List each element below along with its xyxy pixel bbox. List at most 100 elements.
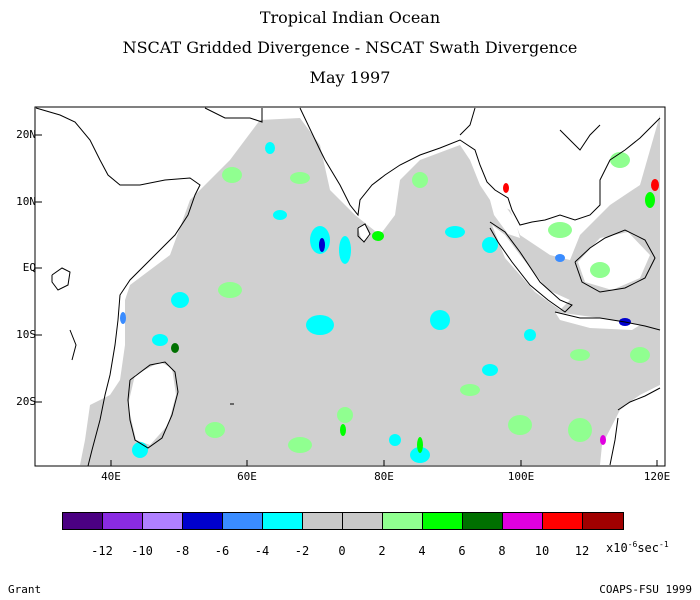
colorbar-tick-label: -12 (91, 544, 113, 558)
cyan-patch (430, 310, 450, 330)
sumatra-land (492, 225, 570, 310)
cyan-patch (410, 447, 430, 463)
green-patch (340, 424, 346, 436)
dark-green-patch (171, 343, 179, 353)
colorbar-tick-label: 12 (574, 544, 590, 558)
light-green-patch (205, 422, 225, 438)
ocean-field (80, 115, 660, 465)
coastlines (35, 107, 661, 467)
units-exp2: -1 (659, 540, 669, 549)
units-exp1: -6 (627, 540, 638, 549)
colorbar-swatch (263, 513, 303, 529)
units-prefix: x10 (606, 541, 628, 555)
colorbar-swatch (423, 513, 463, 529)
light-green-patch (222, 167, 242, 183)
title-line-3: May 1997 (309, 68, 391, 87)
colorbar-tick-label: 2 (378, 544, 386, 558)
light-green-patch (218, 282, 242, 298)
green-patch (372, 231, 384, 241)
malay-peninsula-land (490, 198, 520, 238)
colorbar-swatch (103, 513, 143, 529)
colorbar-tick-label: -10 (131, 544, 153, 558)
axis-ticks (35, 134, 658, 466)
light-green-patch (590, 262, 610, 278)
light-green-patch (548, 222, 572, 238)
light-green-patch (337, 407, 353, 423)
units-mid: sec (637, 541, 660, 555)
cyan-patch (482, 237, 498, 253)
colorbar-swatch (303, 513, 343, 529)
colorbar-tick-label: -6 (214, 544, 230, 558)
java-land (555, 312, 640, 330)
anomaly-patches (120, 142, 659, 463)
title-line-2: NSCAT Gridded Divergence - NSCAT Swath D… (122, 38, 578, 57)
madagascar-land (128, 362, 176, 445)
colorbar (62, 512, 624, 530)
colorbar-swatch (223, 513, 263, 529)
cyan-patch (171, 292, 189, 308)
blue-patch (120, 312, 126, 324)
y-label-eq: EQ (22, 261, 36, 274)
x-label-80e: 80E (374, 470, 394, 483)
light-green-patch (508, 415, 532, 435)
x-label-100e: 100E (507, 470, 535, 483)
x-label-40e: 40E (101, 470, 121, 483)
light-green-patch (460, 384, 480, 396)
light-green-patch (412, 172, 428, 188)
colorbar-swatch (343, 513, 383, 529)
cyan-patch (152, 334, 168, 346)
colorbar-tick-label: -4 (254, 544, 270, 558)
colorbar-swatch (63, 513, 103, 529)
x-label-60e: 60E (237, 470, 257, 483)
blue-patch (319, 238, 325, 252)
colorbar-tick-label: -8 (174, 544, 190, 558)
cyan-patch (265, 142, 275, 154)
y-label-20n: 20N (16, 128, 36, 141)
colorbar-tick-label: 6 (458, 544, 466, 558)
x-label-120e: 120E (643, 470, 671, 483)
green-patch (645, 192, 655, 208)
credit-label: COAPS-FSU 1999 (599, 583, 692, 596)
cyan-patch (445, 226, 465, 238)
colorbar-tick-label: -2 (294, 544, 310, 558)
cyan-patch (273, 210, 287, 220)
colorbar-swatch (503, 513, 543, 529)
author-label: Grant (8, 583, 42, 596)
y-label-10s: 10S (16, 328, 36, 341)
plot-frame (34, 106, 666, 467)
light-green-patch (568, 418, 592, 442)
y-label-20s: 20S (16, 395, 36, 408)
colorbar-tick-label: 10 (534, 544, 550, 558)
colorbar-swatch (543, 513, 583, 529)
colorbar-swatch (143, 513, 183, 529)
light-green-patch (570, 349, 590, 361)
australia-land (600, 385, 660, 465)
green-patch (417, 437, 423, 453)
red-patch (503, 183, 509, 193)
colorbar-swatch (583, 513, 623, 529)
cyan-patch (389, 434, 401, 446)
blue-patch (555, 254, 565, 262)
colorbar-tick-label: 8 (498, 544, 506, 558)
land-masks (128, 198, 660, 465)
colorbar-swatch (383, 513, 423, 529)
magenta-patch (600, 435, 606, 445)
light-green-patch (290, 172, 310, 184)
colorbar-tick-label: 4 (418, 544, 426, 558)
title-line-1: Tropical Indian Ocean (259, 8, 441, 27)
cyan-patch (524, 329, 536, 341)
light-green-patch (288, 437, 312, 453)
cyan-patch (482, 364, 498, 376)
units-label: x10-6sec-1 (606, 540, 669, 555)
cyan-patch (132, 442, 148, 458)
red-patch (651, 179, 659, 191)
colorbar-swatch (463, 513, 503, 529)
y-label-10n: 10N (16, 195, 36, 208)
cyan-patch (306, 315, 334, 335)
cyan-patch (339, 236, 351, 264)
light-green-patch (610, 152, 630, 168)
colorbar-swatch (183, 513, 223, 529)
light-green-patch (630, 347, 650, 363)
colorbar-tick-label: 0 (338, 544, 346, 558)
